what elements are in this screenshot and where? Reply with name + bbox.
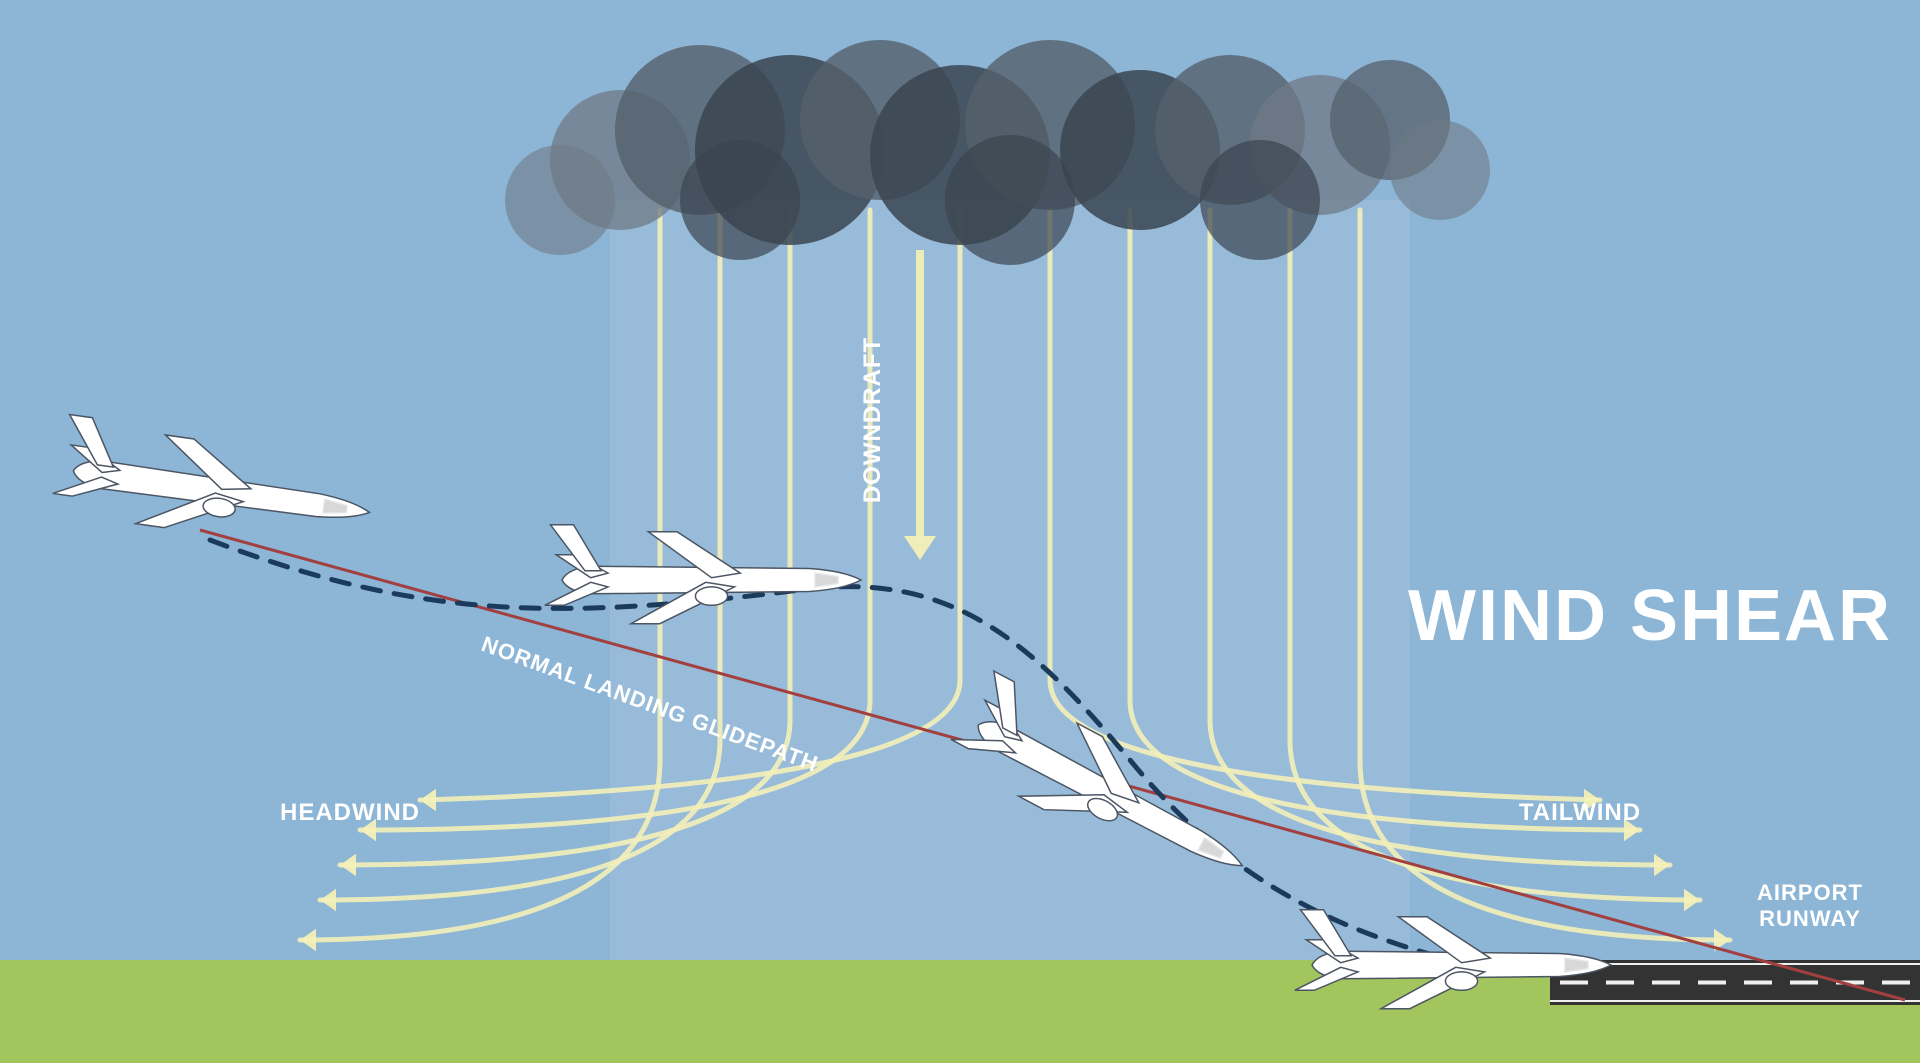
label-runway: RUNWAY bbox=[1759, 906, 1861, 931]
label-headwind: HEADWIND bbox=[280, 799, 420, 826]
title-wind-shear: WIND SHEAR bbox=[1408, 576, 1892, 656]
diagram-svg: WIND SHEAR DOWNDRAFT NORMAL LANDING GLID… bbox=[0, 0, 1920, 1063]
wind-shear-diagram: WIND SHEAR DOWNDRAFT NORMAL LANDING GLID… bbox=[0, 0, 1920, 1063]
label-tailwind: TAILWIND bbox=[1519, 799, 1641, 826]
label-airport: AIRPORT bbox=[1757, 880, 1863, 905]
label-downdraft: DOWNDRAFT bbox=[859, 337, 886, 503]
